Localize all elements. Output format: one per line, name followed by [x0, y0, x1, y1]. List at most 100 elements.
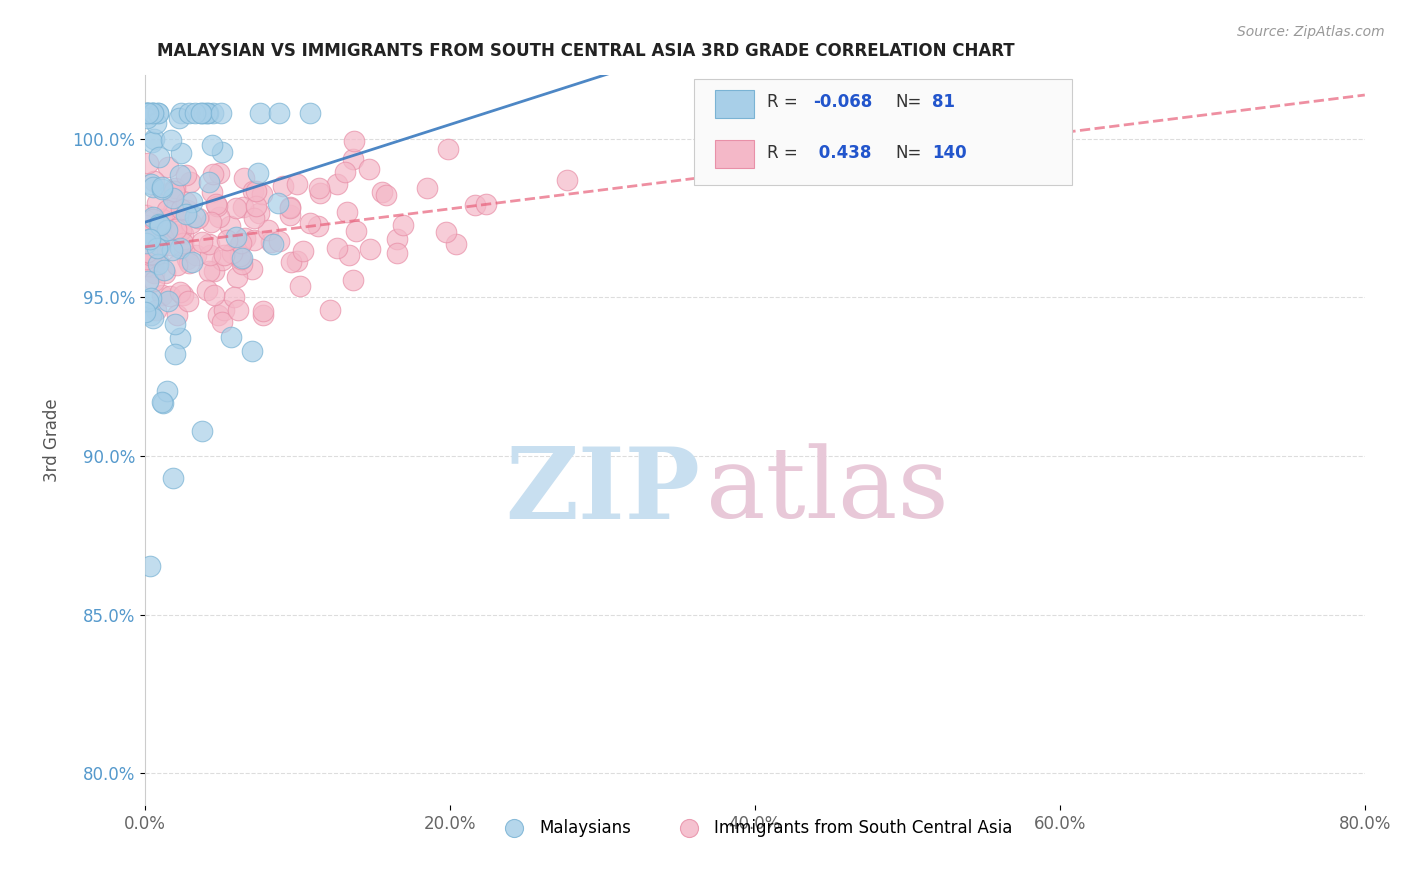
Point	[166, 308, 188, 322]
Point	[211, 315, 233, 329]
Point	[198, 264, 221, 278]
Point	[142, 211, 165, 225]
Point	[375, 187, 398, 202]
Point	[159, 237, 181, 252]
Point	[434, 225, 457, 239]
Point	[163, 346, 186, 360]
FancyBboxPatch shape	[695, 78, 1071, 185]
Point	[212, 248, 235, 262]
Point	[225, 230, 247, 244]
Point	[278, 208, 301, 222]
Point	[138, 232, 160, 246]
Point	[242, 262, 264, 277]
Text: atlas: atlas	[706, 443, 949, 539]
Point	[141, 247, 163, 261]
Legend: Malaysians, Immigrants from South Central Asia: Malaysians, Immigrants from South Centra…	[491, 813, 1019, 844]
Point	[219, 219, 242, 234]
Point	[146, 195, 169, 210]
Point	[167, 112, 190, 126]
Point	[205, 198, 228, 212]
Point	[146, 241, 169, 255]
Point	[150, 236, 173, 251]
Point	[179, 175, 201, 189]
Point	[156, 223, 179, 237]
Point	[177, 106, 200, 120]
Point	[211, 253, 233, 268]
Point	[159, 185, 181, 199]
Point	[160, 133, 183, 147]
Point	[163, 184, 186, 198]
Point	[141, 308, 163, 322]
Point	[184, 210, 207, 224]
Point	[170, 222, 193, 236]
Point	[278, 200, 301, 214]
Point	[225, 269, 247, 284]
Point	[259, 235, 281, 249]
Point	[143, 132, 166, 146]
Bar	[714, 140, 754, 168]
Point	[228, 239, 250, 253]
Point	[162, 243, 184, 257]
Point	[474, 197, 496, 211]
Point	[243, 233, 266, 247]
Point	[229, 249, 252, 263]
Point	[326, 177, 349, 191]
Point	[215, 233, 238, 247]
Point	[202, 264, 225, 278]
Point	[370, 185, 392, 199]
Point	[136, 225, 159, 239]
Point	[148, 218, 170, 232]
Point	[243, 211, 266, 226]
Point	[208, 165, 231, 179]
Point	[135, 112, 157, 126]
Point	[252, 187, 274, 202]
Point	[257, 223, 280, 237]
Point	[444, 236, 467, 251]
Point	[359, 242, 381, 256]
Point	[252, 304, 274, 318]
Point	[232, 170, 254, 185]
Point	[242, 184, 264, 198]
Point	[143, 274, 166, 288]
Point	[134, 218, 156, 232]
Point	[202, 288, 225, 302]
Point	[135, 106, 157, 120]
Point	[190, 106, 212, 120]
Point	[240, 343, 263, 358]
Point	[342, 273, 364, 287]
Point	[152, 263, 174, 277]
Point	[150, 182, 173, 196]
Point	[136, 294, 159, 309]
Point	[555, 172, 578, 186]
Point	[285, 177, 308, 191]
Text: 0.438: 0.438	[814, 145, 872, 162]
Point	[176, 252, 198, 267]
Point	[209, 106, 232, 120]
Point	[309, 186, 332, 200]
Point	[162, 471, 184, 485]
Point	[219, 330, 242, 344]
Point	[150, 394, 173, 409]
Point	[169, 242, 191, 256]
Y-axis label: 3rd Grade: 3rd Grade	[44, 399, 60, 482]
Point	[146, 106, 169, 120]
Point	[336, 205, 359, 219]
Point	[157, 160, 180, 174]
Point	[174, 194, 197, 209]
Point	[179, 255, 201, 269]
Point	[165, 221, 187, 235]
Point	[202, 106, 225, 120]
Point	[318, 303, 340, 318]
Point	[273, 179, 295, 194]
Point	[285, 253, 308, 268]
Point	[280, 255, 302, 269]
Point	[174, 168, 197, 182]
Point	[197, 106, 219, 120]
Point	[437, 142, 460, 156]
Point	[252, 308, 274, 322]
Point	[245, 199, 267, 213]
Text: R =: R =	[768, 93, 803, 112]
Point	[247, 166, 270, 180]
Text: MALAYSIAN VS IMMIGRANTS FROM SOUTH CENTRAL ASIA 3RD GRADE CORRELATION CHART: MALAYSIAN VS IMMIGRANTS FROM SOUTH CENTR…	[157, 42, 1015, 60]
Point	[135, 252, 157, 266]
